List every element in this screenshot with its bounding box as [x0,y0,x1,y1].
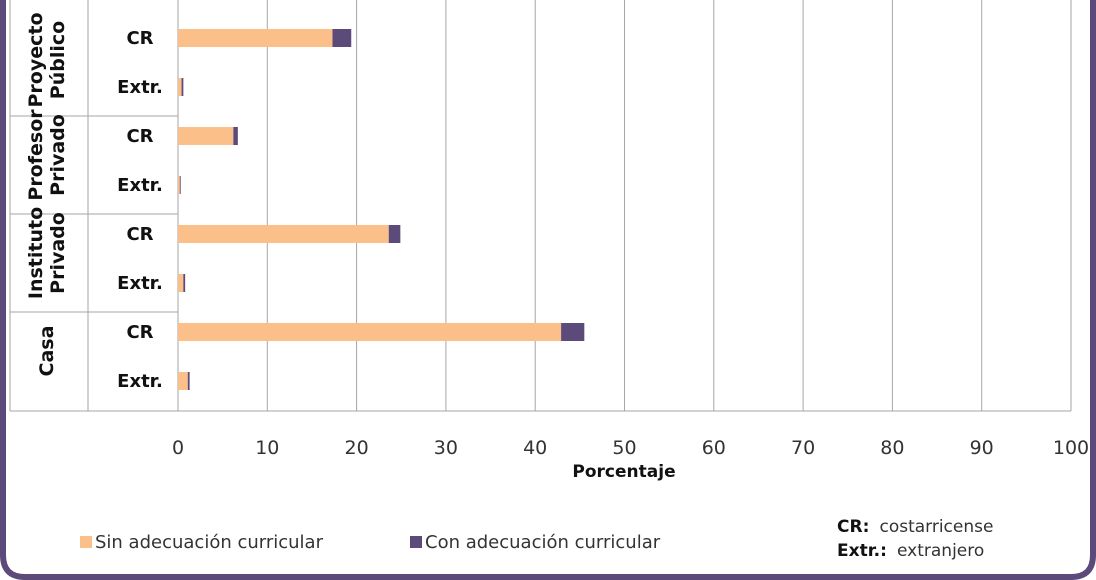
category-label-7: Extr. [117,371,163,392]
abbreviation-notes: CR: costarricense Extr.: extranjero [837,517,993,561]
bar-con-3 [179,176,181,194]
note-extr-key: Extr.: [837,541,887,561]
group-label-0-line-0: Proyecto [25,12,47,107]
category-label-0: CR [126,28,153,49]
bar-sin-7 [178,372,188,390]
category-label-4: CR [126,224,153,245]
bar-sin-1 [178,78,182,96]
category-label-2: CR [126,126,153,147]
category-label-1: Extr. [117,77,163,98]
bar-con-6 [561,323,585,341]
group-label-2-line-1: Privado [47,212,69,294]
x-tick-label-60: 60 [702,437,726,459]
bar-con-2 [233,127,238,145]
note-extr-value: extranjero [897,541,984,561]
x-tick-label-0: 0 [172,437,184,459]
x-tick-label-100: 100 [1053,437,1089,459]
category-frame [9,0,1071,412]
note-cr-key: CR: [837,517,869,537]
x-tick-label-40: 40 [523,437,547,459]
group-label-1-line-0: Profesor [25,109,47,201]
bar-sin-2 [178,127,234,145]
bar-sin-0 [178,29,333,47]
bar-sin-3 [178,176,180,194]
bar-sin-6 [178,323,562,341]
category-label-3: Extr. [117,175,163,196]
note-extr: Extr.: extranjero [837,541,984,561]
x-tick-label-30: 30 [434,437,458,459]
note-cr: CR: costarricense [837,517,993,537]
grid-lines [177,0,1072,411]
x-tick-label-80: 80 [880,437,904,459]
x-tick-label-50: 50 [612,437,636,459]
x-tick-label-90: 90 [970,437,994,459]
legend: Sin adecuación curricular Con adecuación… [80,532,661,553]
x-tick-label-10: 10 [255,437,279,459]
x-tick-label-20: 20 [345,437,369,459]
category-labels: Proyecto Público CR Extr. Profesor Privado CR E… [25,12,163,392]
x-axis-title: Porcentaje [572,462,675,482]
bar-con-4 [388,225,401,243]
x-tick-label-70: 70 [791,437,815,459]
group-label-1-line-1: Privado [47,114,69,196]
bar-sin-5 [178,274,184,292]
category-label-5: Extr. [117,273,163,294]
group-label-2-line-0: Instituto [25,207,47,299]
group-label-3-line-0: Casa [36,326,58,377]
bar-con-7 [187,372,190,390]
bar-con-1 [181,78,184,96]
bar-sin-4 [178,225,389,243]
x-tick-labels: 0 10 20 30 40 50 60 70 80 90 100 [172,437,1089,459]
category-label-6: CR [126,322,153,343]
legend-label-sin: Sin adecuación curricular [95,532,324,553]
legend-swatch-con [410,536,422,548]
legend-swatch-sin [80,536,92,548]
group-label-0-line-1: Público [47,21,69,99]
bar-con-5 [183,274,186,292]
legend-label-con: Con adecuación curricular [425,532,661,553]
bars [178,29,585,390]
note-cr-value: costarricense [879,517,993,537]
bar-con-0 [332,29,352,47]
